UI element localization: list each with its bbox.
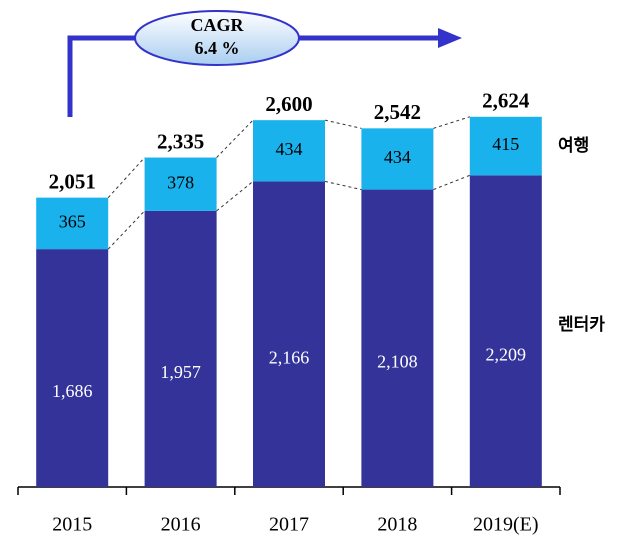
bar-segment — [144, 210, 217, 488]
total-label: 2,051 — [49, 169, 96, 193]
bar-segment — [253, 181, 325, 487]
x-tick-label: 2019(E) — [473, 514, 539, 536]
bar-segment — [469, 175, 542, 487]
value-label: 415 — [492, 134, 519, 154]
cagr-bubble — [134, 10, 300, 66]
value-label: 378 — [167, 172, 194, 192]
bar-segment — [144, 157, 217, 211]
x-tick-label: 2018 — [377, 514, 417, 536]
connector — [324, 180, 362, 191]
legend-label: 렌터카 — [558, 315, 605, 335]
x-tick-label: 2017 — [269, 514, 309, 536]
arrow-head — [438, 28, 462, 48]
cagr-value: 6.4 % — [195, 38, 240, 58]
bar-segment — [36, 197, 109, 250]
connector — [433, 174, 470, 191]
bar-segment — [361, 189, 434, 487]
connector — [107, 210, 145, 250]
legend-label: 여행 — [558, 136, 589, 156]
value-label: 434 — [276, 139, 303, 159]
bar-segment — [361, 128, 434, 190]
value-label: 2,166 — [269, 347, 310, 367]
value-label: 365 — [59, 211, 86, 231]
total-label: 2,335 — [157, 129, 204, 153]
value-label: 2,209 — [486, 344, 527, 364]
total-label: 2,600 — [265, 92, 312, 116]
connector — [433, 116, 470, 129]
value-label: 1,686 — [52, 381, 93, 401]
value-label: 1,957 — [160, 362, 201, 382]
bar-segment — [36, 249, 109, 487]
connector — [216, 181, 254, 212]
bar-segment — [469, 116, 542, 176]
connector — [324, 119, 362, 129]
x-tick-label: 2015 — [52, 514, 92, 536]
x-tick-label: 2016 — [161, 514, 201, 536]
value-label: 2,108 — [377, 351, 418, 371]
bar-segment — [253, 120, 325, 182]
connector — [107, 157, 145, 198]
total-label: 2,542 — [374, 100, 421, 124]
connector — [216, 119, 254, 158]
cagr-arrow — [67, 35, 440, 117]
value-label: 434 — [384, 147, 411, 167]
cagr-label: CAGR — [191, 15, 245, 35]
total-label: 2,624 — [482, 89, 530, 113]
